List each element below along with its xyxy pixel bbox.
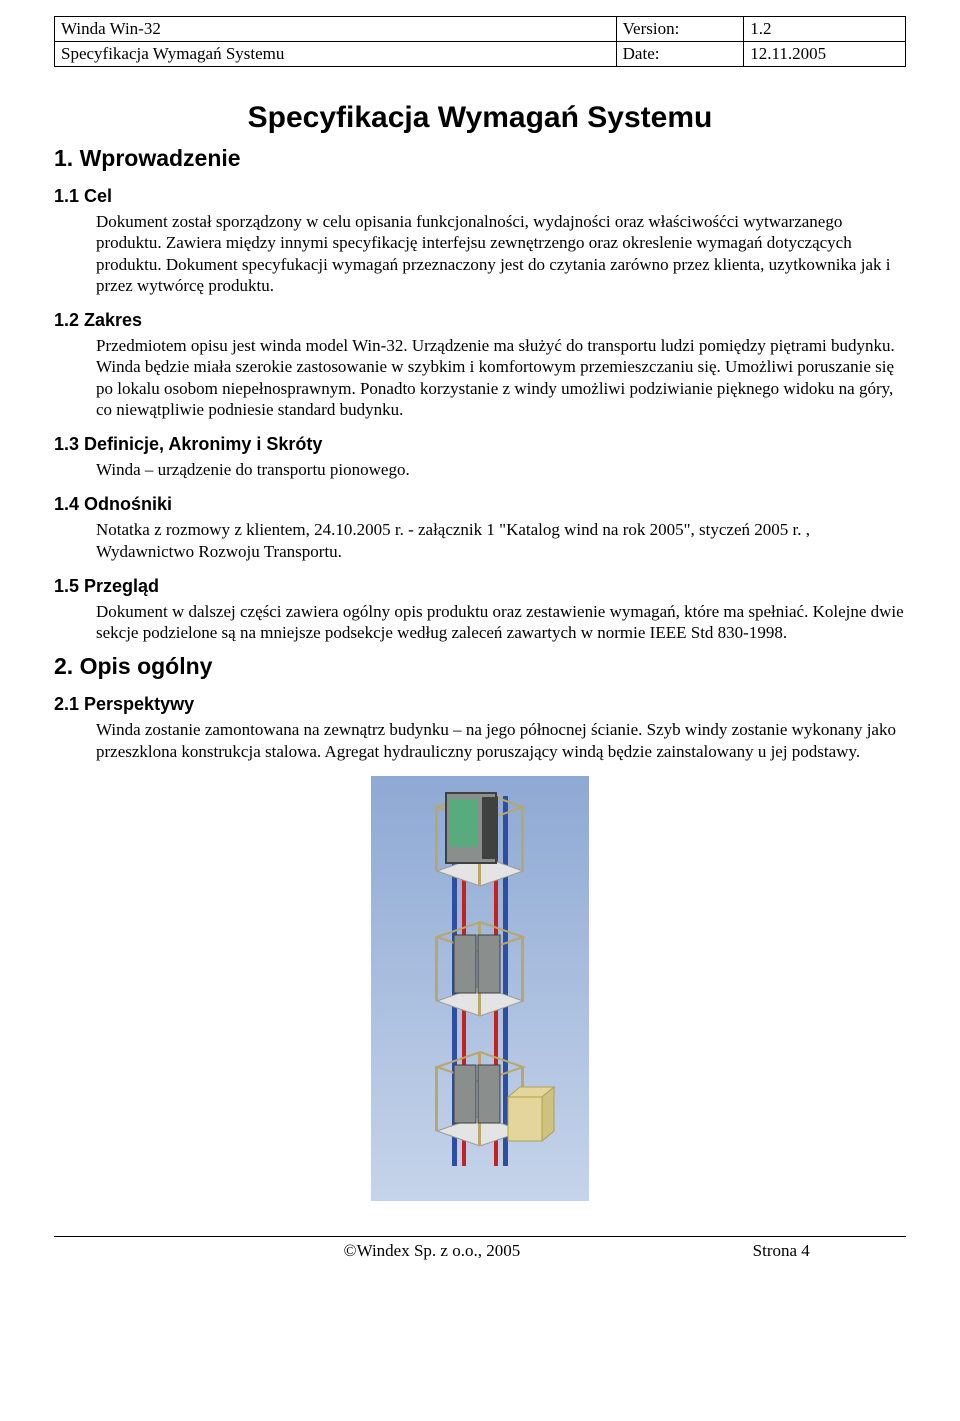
elevator-figure: [54, 776, 906, 1206]
header-date-label: Date:: [616, 42, 744, 67]
table-row: Specyfikacja Wymagań Systemu Date: 12.11…: [55, 42, 906, 67]
header-version-value: 1.2: [744, 17, 906, 42]
section-1-heading: 1. Wprowadzenie: [54, 145, 906, 172]
section-2-1-heading: 2.1 Perspektywy: [54, 694, 906, 715]
section-2-1-body: Winda zostanie zamontowana na zewnątrz b…: [96, 719, 906, 762]
section-1-4-body: Notatka z rozmowy z klientem, 24.10.2005…: [96, 519, 906, 562]
page-title: Specyfikacja Wymagań Systemu: [54, 101, 906, 135]
section-1-2-heading: 1.2 Zakres: [54, 310, 906, 331]
footer-page-number: Strona 4: [753, 1241, 906, 1261]
section-1-1-body: Dokument został sporządzony w celu opisa…: [96, 211, 906, 296]
section-1-5-body: Dokument w dalszej części zawiera ogólny…: [96, 601, 906, 644]
header-product: Winda Win-32: [55, 17, 617, 42]
header-spec: Specyfikacja Wymagań Systemu: [55, 42, 617, 67]
page-footer: ©Windex Sp. z o.o., 2005 Strona 4: [54, 1236, 906, 1261]
section-1-3-body: Winda – urządzenie do transportu pionowe…: [96, 459, 906, 480]
footer-copyright: ©Windex Sp. z o.o., 2005: [344, 1241, 753, 1261]
section-1-4-heading: 1.4 Odnośniki: [54, 494, 906, 515]
section-1-1-heading: 1.1 Cel: [54, 186, 906, 207]
table-row: Winda Win-32 Version: 1.2: [55, 17, 906, 42]
section-1-5-heading: 1.5 Przegląd: [54, 576, 906, 597]
section-2-heading: 2. Opis ogólny: [54, 653, 906, 680]
header-date-value: 12.11.2005: [744, 42, 906, 67]
section-1-2-body: Przedmiotem opisu jest winda model Win-3…: [96, 335, 906, 420]
header-table: Winda Win-32 Version: 1.2 Specyfikacja W…: [54, 16, 906, 67]
header-version-label: Version:: [616, 17, 744, 42]
footer-spacer: [54, 1241, 344, 1261]
section-1-3-heading: 1.3 Definicje, Akronimy i Skróty: [54, 434, 906, 455]
document-page: Winda Win-32 Version: 1.2 Specyfikacja W…: [0, 0, 960, 1291]
